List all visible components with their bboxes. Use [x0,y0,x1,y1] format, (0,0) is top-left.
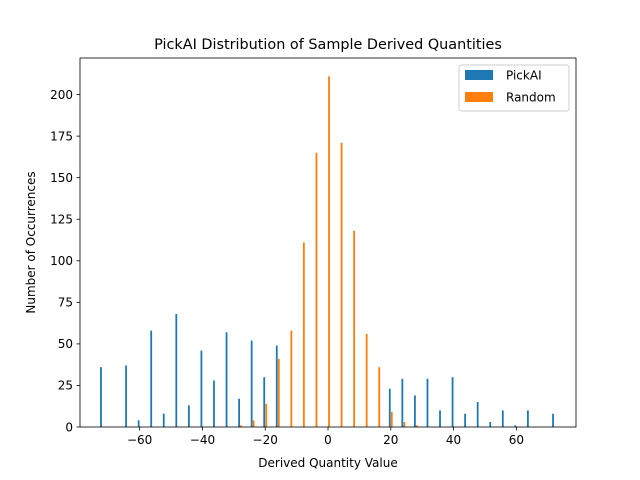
legend-label-random: Random [506,91,556,105]
bar-random-4 [290,330,293,427]
y-tick-label: 150 [50,171,73,185]
bar-pickai-7 [200,350,203,427]
x-axis: −60 −40 −20 0 20 40 60 [127,427,524,447]
bar-random-7 [328,76,330,427]
y-axis-label: Number of Occurrences [24,171,38,313]
bar-pickai-25 [527,410,529,427]
bar-random-1 [252,420,255,427]
bar-random-9 [353,230,356,427]
x-tick-label: 0 [324,433,332,447]
bar-pickai-23 [501,410,504,427]
bar-pickai-20 [464,413,467,427]
bar-pickai-17 [426,378,429,427]
legend-swatch-pickai [465,70,493,80]
x-tick-label: 60 [509,433,524,447]
bar-pickai-24 [514,425,517,427]
x-axis-label: Derived Quantity Value [258,456,397,470]
bar-random-10 [365,333,368,427]
bar-random-13 [403,422,406,427]
bar-pickai-0 [100,367,102,427]
x-tick-label: −20 [253,433,278,447]
legend-swatch-random [465,92,493,102]
x-tick-label: −60 [127,433,152,447]
bar-random-11 [378,367,381,427]
bar-pickai-12 [263,377,266,427]
bar-random-8 [340,142,343,427]
bar-random-3 [277,358,280,427]
x-tick-label: 20 [383,433,398,447]
y-tick-label: 50 [58,337,73,351]
bar-random-5 [302,242,305,427]
bar-pickai-5 [175,313,178,427]
chart-title: PickAI Distribution of Sample Derived Qu… [154,37,502,53]
bar-pickai-22 [489,422,492,427]
bar-pickai-19 [451,377,454,427]
bar-pickai-15 [401,378,404,427]
bar-pickai-4 [162,413,165,427]
y-tick-label: 175 [50,129,73,143]
bar-random-6 [315,152,318,428]
legend: PickAI Random [458,64,570,112]
bars-layer [100,76,554,428]
y-tick-label: 0 [65,420,73,434]
y-tick-label: 200 [50,88,73,102]
bar-pickai-3 [150,330,153,427]
bar-pickai-6 [187,405,190,427]
bar-pickai-21 [476,402,479,427]
y-tick-label: 75 [58,296,73,310]
y-axis: 0 25 50 75 100 125 150 175 200 [50,88,80,434]
bar-pickai-16 [414,395,416,427]
y-tick-label: 100 [50,254,73,268]
bar-pickai-9 [225,332,228,427]
bar-pickai-26 [552,413,554,427]
legend-label-pickai: PickAI [506,69,542,83]
bar-pickai-13 [275,345,278,427]
bar-pickai-2 [137,420,140,427]
bar-random-0 [240,425,242,427]
bar-random-12 [390,412,393,427]
y-tick-label: 125 [50,213,73,227]
bar-pickai-10 [238,398,240,427]
x-tick-label: −40 [190,433,215,447]
bar-pickai-11 [250,340,253,427]
bar-pickai-8 [213,380,215,427]
bar-random-14 [416,425,418,427]
bar-pickai-1 [125,365,127,427]
y-tick-label: 25 [58,379,73,393]
bar-pickai-18 [439,410,441,427]
bar-pickai-14 [388,388,391,427]
x-tick-label: 40 [446,433,461,447]
bar-random-2 [265,403,268,427]
